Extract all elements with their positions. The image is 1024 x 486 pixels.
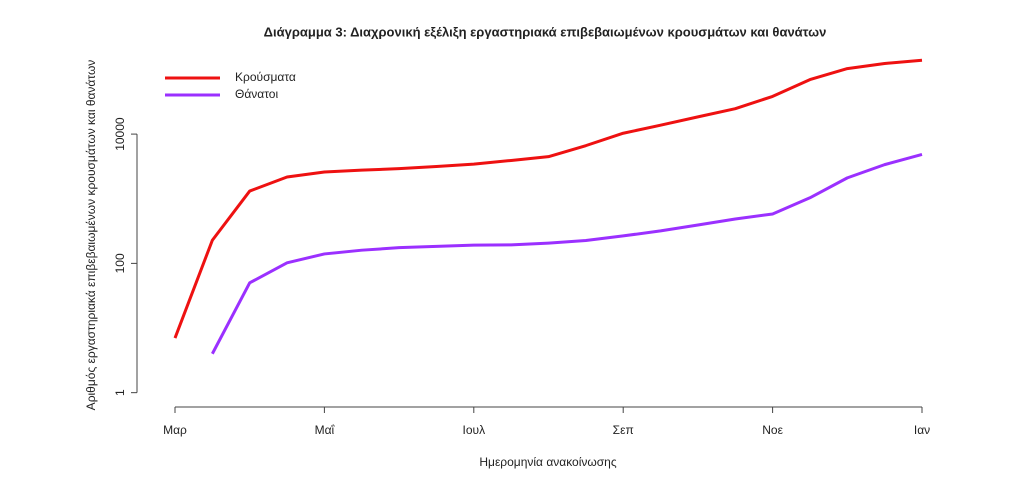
- x-tick-label: Σεπ: [613, 423, 634, 437]
- data-line: [211, 153, 923, 355]
- y-tick-label: 100: [113, 253, 127, 273]
- y-tick-label: 1: [113, 389, 127, 396]
- x-tick-label: Νοε: [762, 423, 783, 437]
- x-tick-label: Μαΐ: [315, 423, 336, 437]
- data-line: [173, 58, 923, 339]
- chart-title: Διάγραμμα 3: Διαχρονική εξέλιξη εργαστηρ…: [264, 24, 827, 39]
- legend-label: Θάνατοι: [235, 87, 278, 101]
- y-axis-label: Αριθμός εργαστηριακά επιβεβαιωμένων κρου…: [84, 60, 98, 411]
- x-axis-label: Ημερομηνία ανακοίνωσης: [479, 455, 616, 469]
- x-tick-label: Ιουλ: [463, 423, 486, 437]
- legend-label: Κρούσματα: [235, 70, 296, 84]
- x-tick-label: Ιαν: [914, 423, 930, 437]
- x-tick-label: Μαρ: [163, 423, 187, 437]
- y-tick-label: 10000: [113, 117, 127, 151]
